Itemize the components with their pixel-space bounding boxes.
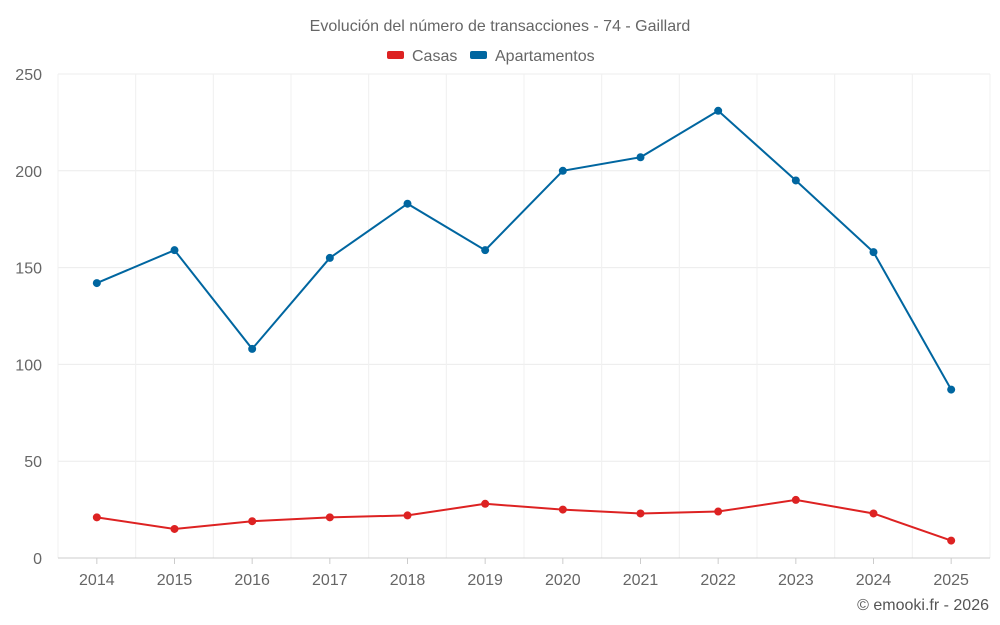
data-point [92, 513, 101, 522]
series-line [96, 498, 952, 542]
legend-label: Casas [412, 48, 457, 65]
x-tick-label: 2015 [157, 572, 193, 589]
data-point [403, 511, 412, 520]
data-point [170, 524, 179, 533]
y-tick-label: 50 [24, 454, 42, 471]
x-tick-label: 2025 [933, 572, 969, 589]
x-tick-label: 2018 [390, 572, 426, 589]
chart-title: Evolución del número de transacciones - … [310, 18, 691, 35]
data-point [325, 253, 334, 262]
legend-item-apartamentos: Apartamentos [470, 48, 595, 65]
data-point [403, 199, 412, 208]
y-tick-label: 200 [15, 164, 42, 181]
axes: 0 50 100 150 200 250 2014 2015 2016 2017 2018 2019 2… [15, 67, 990, 589]
legend-swatch [470, 51, 487, 59]
x-tick-label: 2014 [79, 572, 115, 589]
data-point [869, 248, 878, 257]
data-point [947, 536, 956, 545]
data-point [481, 246, 490, 255]
data-point [325, 513, 334, 522]
data-point [791, 176, 800, 185]
data-point [791, 495, 800, 504]
y-tick-label: 150 [15, 261, 42, 278]
x-tick-label: 2021 [623, 572, 659, 589]
grid [57, 73, 991, 558]
data-point [714, 507, 723, 516]
legend-label: Apartamentos [495, 48, 595, 65]
x-tick-label: 2016 [234, 572, 270, 589]
y-tick-label: 100 [15, 357, 42, 374]
data-point [714, 106, 723, 115]
legend-swatch [387, 51, 404, 59]
y-tick-label: 250 [15, 67, 42, 84]
x-tick-label: 2022 [700, 572, 736, 589]
data-point [636, 153, 645, 162]
data-point [558, 505, 567, 514]
series-group [92, 106, 956, 545]
series-casas [92, 495, 956, 545]
x-tick-label: 2024 [856, 572, 892, 589]
data-point [248, 517, 257, 526]
y-tick-label: 0 [33, 551, 42, 568]
data-point [947, 385, 956, 394]
credit-text: © emooki.fr - 2026 [857, 597, 989, 614]
x-tick-label: 2017 [312, 572, 348, 589]
legend-item-casas: Casas [387, 48, 457, 65]
data-point [481, 499, 490, 508]
x-tick-label: 2020 [545, 572, 581, 589]
x-tick-label: 2023 [778, 572, 814, 589]
data-point [869, 509, 878, 518]
data-point [558, 166, 567, 175]
series-apartamentos [92, 106, 956, 394]
series-line [96, 109, 953, 391]
x-tick-label: 2019 [467, 572, 503, 589]
data-point [92, 279, 101, 288]
data-point [248, 344, 257, 353]
data-point [170, 246, 179, 255]
data-point [636, 509, 645, 518]
legend: Casas Apartamentos [387, 48, 595, 65]
